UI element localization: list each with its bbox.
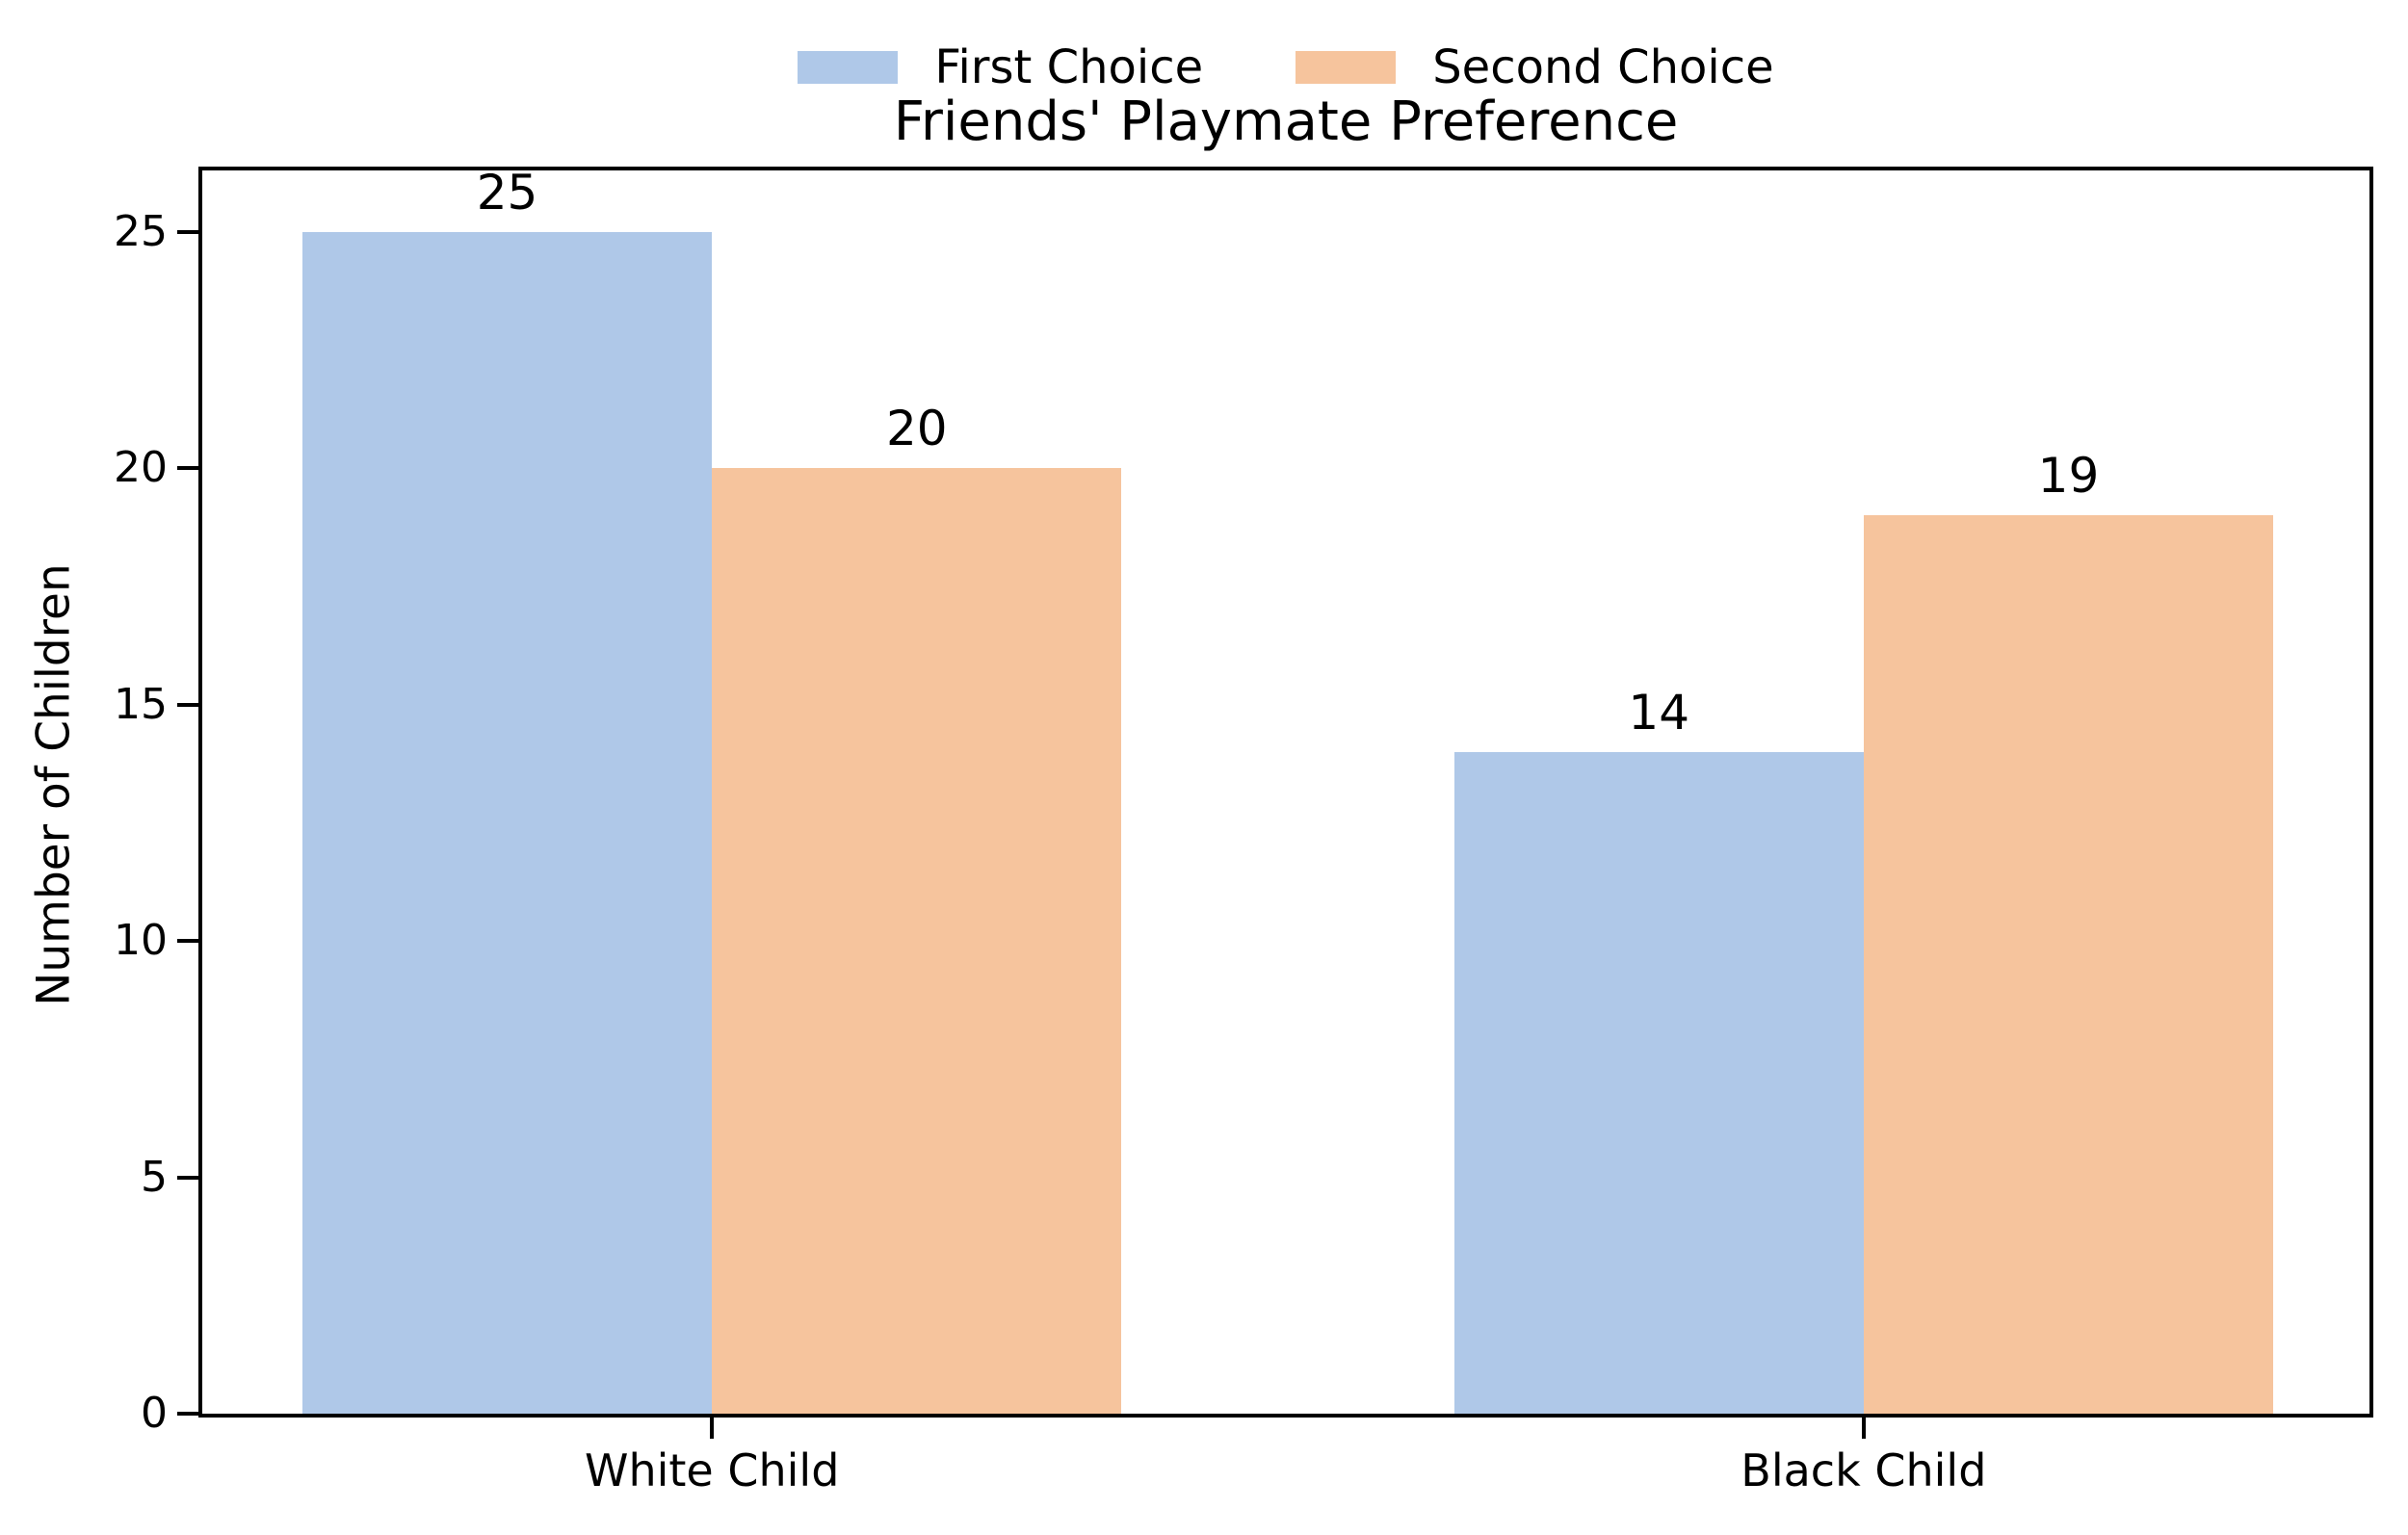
y-axis-label: Number of Children [27,563,81,1006]
legend-item-first-choice: First Choice [798,42,1203,93]
x-tick-mark [1861,1418,1866,1439]
y-tick-mark [177,1412,198,1416]
y-tick-mark [177,939,198,944]
bar-value-label-second-choice-black-child: 19 [2037,448,2100,505]
legend-item-second-choice: Second Choice [1296,40,1774,94]
legend-swatch-first-choice [798,51,899,85]
chart-title: Friends' Playmate Preference [893,91,1679,153]
x-tick-label-white-child: White Child [584,1444,840,1496]
y-tick-label: 15 [114,679,168,729]
y-tick-label: 5 [141,1152,168,1202]
x-tick-mark [710,1418,715,1439]
y-tick-mark [177,466,198,471]
legend-label: First Choice [934,40,1204,94]
y-tick-label: 20 [114,443,168,493]
y-tick-label: 10 [114,916,168,966]
plot-area: 0 5 10 15 20 25 25 20 White Child 14 19 Black Child [114,164,2373,1493]
legend-swatch-second-choice [1296,51,1397,85]
bar-second-choice-black-child [1863,515,2274,1414]
chart-legend: First Choice Second Choice [198,42,2373,93]
y-tick-mark [177,229,198,234]
bar-first-choice-black-child [1453,751,1864,1414]
legend-label: Second Choice [1432,40,1774,94]
x-tick-label-black-child: Black Child [1741,1444,1987,1496]
y-tick-label: 0 [141,1389,168,1438]
bar-first-choice-white-child [301,231,713,1414]
bar-second-choice-white-child [712,468,1122,1414]
y-tick-mark [177,702,198,707]
bar-value-label-first-choice-white-child: 25 [476,164,538,221]
bar-value-label-first-choice-black-child: 14 [1628,684,1690,741]
bar-value-label-second-choice-white-child: 20 [886,401,948,457]
y-tick-label: 25 [114,206,168,256]
y-tick-mark [177,1175,198,1180]
